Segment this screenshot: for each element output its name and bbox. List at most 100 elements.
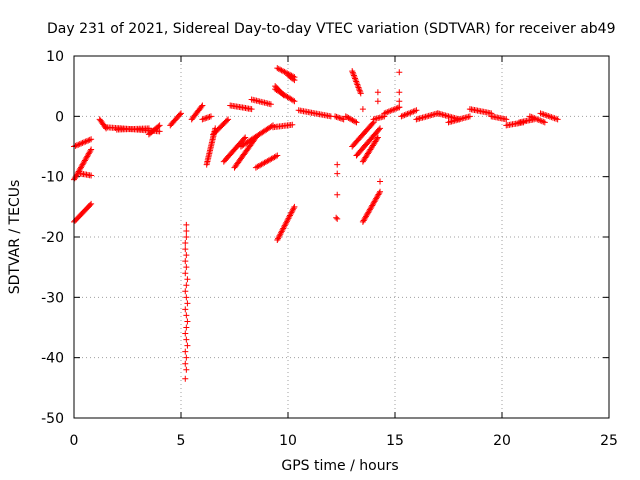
data-point [88, 200, 95, 207]
data-point [203, 114, 210, 121]
data-point [396, 104, 403, 111]
data-point [334, 161, 341, 168]
data-point [87, 147, 94, 154]
plot-frame [73, 55, 610, 419]
data-point [280, 225, 287, 232]
data-point [350, 72, 357, 79]
data-point [393, 105, 400, 112]
data-point [385, 108, 392, 115]
data-point [156, 122, 163, 129]
data-point [83, 138, 90, 145]
data-point [225, 116, 232, 123]
data-point [349, 69, 356, 76]
data-point [79, 139, 86, 146]
data-point [200, 115, 207, 122]
data-point [334, 170, 341, 177]
data-point [538, 118, 545, 125]
data-point [334, 191, 341, 198]
data-point [223, 117, 230, 124]
data-point [88, 146, 95, 153]
data-point [183, 234, 190, 240]
data-point [532, 115, 539, 122]
data-point [352, 77, 359, 84]
data-points [71, 65, 561, 382]
data-point [375, 126, 382, 133]
data-point [340, 116, 347, 123]
data-point [356, 85, 363, 92]
data-point [357, 88, 364, 95]
data-point [290, 76, 297, 83]
data-point [280, 224, 287, 231]
data-point [377, 178, 384, 185]
data-point [183, 336, 190, 343]
data-point [206, 113, 213, 120]
data-point [402, 111, 409, 118]
data-point [274, 152, 281, 159]
data-point [334, 114, 341, 121]
y-tick-labels: -50 -40 -30 -20 -10 0 10 [41, 49, 64, 427]
data-point [207, 113, 214, 120]
data-point [354, 82, 361, 89]
data-point [398, 113, 405, 120]
data-point [73, 142, 80, 149]
data-point [337, 115, 344, 122]
data-point [382, 109, 389, 116]
data-point [390, 106, 397, 113]
data-point [287, 211, 294, 218]
data-point [377, 125, 384, 132]
data-point [413, 107, 420, 114]
data-point [396, 89, 403, 96]
data-point [183, 227, 190, 234]
data-point [183, 354, 190, 361]
data-point [529, 114, 536, 121]
data-point [183, 366, 190, 373]
data-point [541, 119, 548, 126]
x-tick-labels: 0 5 10 15 20 25 [70, 433, 618, 449]
data-point [282, 221, 289, 228]
data-point [357, 90, 364, 97]
data-point [384, 109, 391, 116]
data-point [88, 172, 95, 179]
data-point [333, 113, 340, 120]
data-point [537, 117, 544, 124]
data-point [369, 120, 376, 127]
data-point [285, 215, 292, 222]
x-axis-title: GPS time / hours [281, 458, 398, 474]
data-point [267, 101, 274, 108]
x-tick-label: 25 [600, 433, 618, 449]
x-tick-label: 0 [70, 433, 79, 449]
data-point [205, 114, 212, 121]
data-point [184, 342, 191, 349]
data-point [376, 190, 383, 197]
data-point [399, 112, 406, 119]
data-point [351, 74, 358, 81]
data-point [155, 123, 162, 130]
data-point [279, 226, 286, 233]
data-point [182, 360, 189, 367]
data-point [184, 300, 191, 307]
data-point [374, 135, 381, 142]
data-point [374, 89, 381, 96]
y-tick-label: -30 [41, 290, 64, 306]
data-point [333, 214, 340, 221]
data-point [503, 116, 510, 123]
data-point [182, 246, 189, 253]
data-point [291, 98, 298, 105]
data-point [336, 114, 343, 121]
data-point [183, 282, 190, 289]
data-point [554, 116, 561, 123]
data-point [334, 215, 341, 222]
data-point [359, 106, 366, 113]
data-point [242, 134, 249, 141]
data-point [268, 123, 275, 130]
grid-lines [74, 56, 609, 418]
data-point [290, 97, 297, 104]
data-point [183, 252, 190, 259]
data-point [531, 115, 538, 122]
y-tick-label: -50 [41, 411, 64, 427]
data-point [182, 348, 189, 355]
data-point [377, 188, 384, 195]
data-point [184, 318, 191, 325]
data-point [408, 109, 415, 116]
data-point [85, 137, 92, 144]
